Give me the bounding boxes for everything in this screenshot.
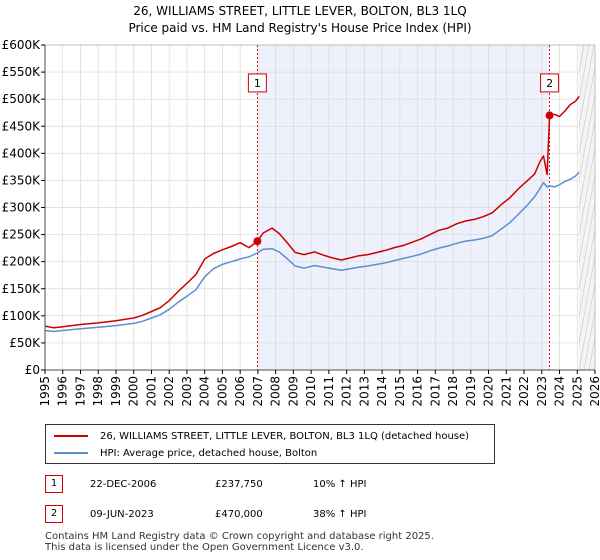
x-tick-label: 2007 [251, 376, 265, 407]
footer-line-1: Contains HM Land Registry data © Crown c… [45, 531, 434, 542]
x-tick-label: 2017 [428, 376, 442, 407]
x-tick-label: 2012 [340, 376, 354, 407]
x-tick-label: 2015 [393, 376, 407, 407]
price-chart: £0 £50K £100K £150K £200K £250K £300K £350K £400… [2, 38, 600, 407]
marker-box-1 [247, 73, 267, 93]
chart-title: 26, WILLIAMS STREET, LITTLE LEVER, BOLTO… [0, 3, 600, 37]
marker-label-1: 1 [254, 77, 261, 90]
x-tick-label: 2024 [553, 376, 567, 407]
sale-badge-2: 2 [45, 505, 63, 523]
y-tick-label: £200K [2, 255, 42, 269]
legend-label-hpi: HPI: Average price, detached house, Bolt… [100, 447, 318, 459]
chart-legend: 26, WILLIAMS STREET, LITTLE LEVER, BOLTO… [45, 424, 495, 464]
x-tick-label: 2020 [482, 376, 496, 407]
sale-price-1: £237,750 [215, 479, 263, 490]
y-tick-label: £350K [2, 173, 42, 187]
forecast-hatch [579, 281, 596, 370]
x-tick-label: 1995 [38, 376, 52, 407]
sale-hpi-2: 38% ↑ HPI [313, 509, 367, 520]
series-line-property [44, 96, 580, 329]
y-tick-label: £0 [25, 363, 40, 377]
x-tick-label: 2021 [499, 376, 513, 407]
sale-point-1 [253, 237, 262, 246]
x-tick-label: 2000 [127, 376, 141, 407]
y-tick-label: £100K [2, 309, 42, 323]
legend-label-property: 26, WILLIAMS STREET, LITTLE LEVER, BOLTO… [100, 430, 470, 442]
legend-swatch-hpi [54, 452, 88, 454]
x-tick-label: 2010 [304, 376, 318, 407]
y-tick-label: £150K [2, 282, 42, 296]
series-line-hpi [44, 171, 580, 333]
x-tick-label: 2001 [144, 376, 158, 407]
sale-point-2 [545, 111, 554, 120]
forecast-hatch [579, 92, 596, 183]
forecast-hatch [583, 308, 596, 370]
marker-label-2: 2 [546, 77, 553, 90]
forecast-hatch [579, 200, 596, 291]
chart-subtitle: Price paid vs. HM Land Registry's House … [128, 21, 472, 35]
forecast-hatch [579, 146, 596, 237]
y-tick-label: £400K [2, 146, 42, 160]
y-tick-label: £250K [2, 228, 42, 242]
sale-date-1: 22-DEC-2006 [90, 479, 157, 490]
x-tick-label: 1997 [73, 376, 87, 407]
legend-item-property: 26, WILLIAMS STREET, LITTLE LEVER, BOLTO… [54, 428, 469, 444]
x-tick-label: 2002 [162, 376, 176, 407]
footer-attribution: Contains HM Land Registry data © Crown c… [45, 531, 434, 553]
x-tick-label: 2004 [198, 376, 212, 407]
y-tick-label: £50K [9, 336, 41, 350]
x-tick-label: 2019 [464, 376, 478, 407]
y-tick-label: £300K [2, 201, 42, 215]
x-tick-label: 1999 [109, 376, 123, 407]
sale-price-2: £470,000 [215, 509, 263, 520]
x-tick-label: 1998 [91, 376, 105, 407]
legend-item-hpi: HPI: Average price, detached house, Bolt… [54, 445, 317, 461]
x-tick-label: 2018 [446, 376, 460, 407]
x-tick-label: 2005 [215, 376, 229, 407]
marker-box-2 [540, 73, 560, 93]
x-tick-label: 2014 [375, 376, 389, 407]
x-tick-label: 1996 [56, 376, 70, 407]
x-tick-label: 2003 [180, 376, 194, 407]
sale-hpi-1: 10% ↑ HPI [313, 479, 367, 490]
sale-date-2: 09-JUN-2023 [90, 509, 154, 520]
chart-title-main: 26, WILLIAMS STREET, LITTLE LEVER, BOLTO… [133, 4, 467, 18]
forecast-hatch [579, 45, 595, 128]
forecast-hatch [579, 65, 596, 155]
y-tick-label: £550K [2, 65, 42, 79]
x-tick-label: 2016 [411, 376, 425, 407]
x-tick-label: 2006 [233, 376, 247, 407]
forecast-hatch [579, 173, 596, 264]
x-tick-label: 2025 [570, 376, 584, 407]
legend-swatch-property [54, 435, 88, 437]
footer-line-2: This data is licensed under the Open Gov… [45, 542, 364, 553]
x-tick-label: 2008 [269, 376, 283, 407]
forecast-hatch [579, 254, 596, 345]
y-tick-label: £500K [2, 92, 42, 106]
y-tick-label: £600K [2, 38, 42, 52]
x-tick-label: 2022 [517, 376, 531, 407]
y-tick-label: £450K [2, 119, 42, 133]
x-tick-label: 2026 [588, 376, 600, 407]
x-tick-label: 2013 [357, 376, 371, 407]
x-tick-label: 2009 [286, 376, 300, 407]
sale-badge-1: 1 [45, 475, 63, 493]
forecast-region [579, 45, 595, 370]
x-tick-label: 2011 [322, 376, 336, 407]
x-tick-label: 2023 [535, 376, 549, 407]
